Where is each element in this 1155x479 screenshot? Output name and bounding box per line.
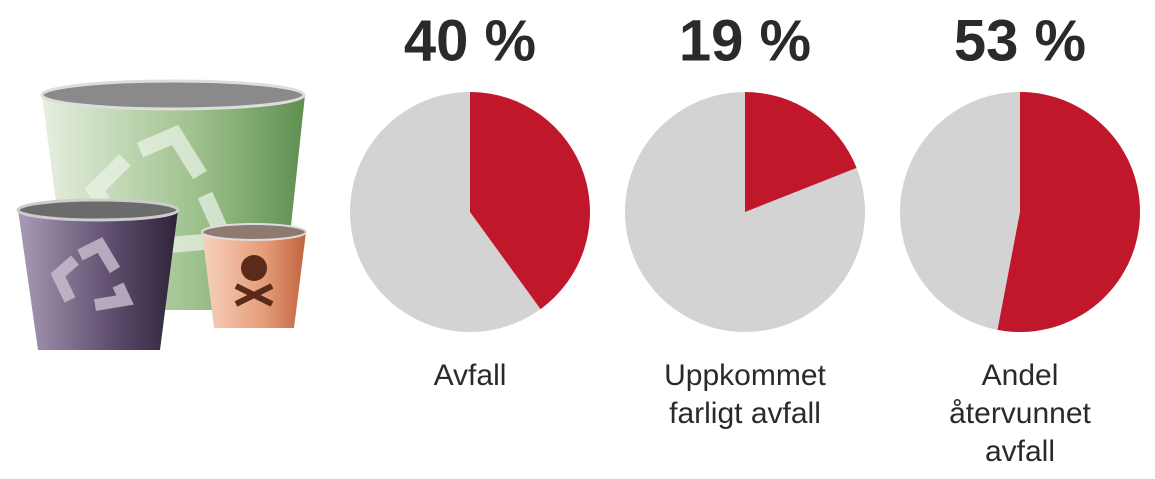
- pie-caption: Avfall: [370, 357, 570, 395]
- value-label: 19 %: [679, 8, 811, 73]
- pie-caption: Andel återvunnet avfall: [933, 357, 1108, 471]
- infographic: 40 % Avfall 19 % Uppkommet farligt avfall 53…: [0, 0, 1155, 479]
- hazard-bin-rim: [202, 224, 306, 240]
- value-label: 40 %: [404, 8, 536, 73]
- caption-box: Andel återvunnet avfall: [890, 357, 1150, 479]
- purple-bin-rim: [18, 200, 178, 220]
- bins-illustration: [18, 81, 306, 350]
- purple-bin: [18, 210, 178, 350]
- value-label: 53 %: [954, 8, 1086, 73]
- caption-box: Avfall: [340, 357, 600, 479]
- caption-box: Uppkommet farligt avfall: [615, 357, 875, 479]
- pie-caption: Uppkommet farligt avfall: [630, 357, 860, 433]
- green-bin-rim: [42, 81, 304, 109]
